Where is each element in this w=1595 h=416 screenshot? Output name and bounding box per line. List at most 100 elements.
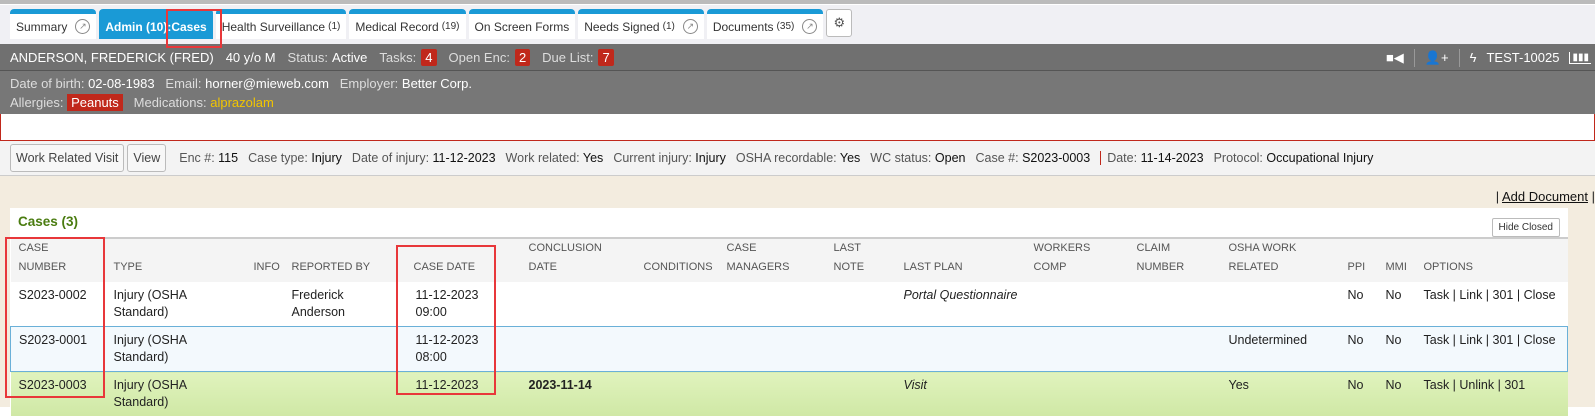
tasks-badge[interactable]: 4 <box>421 49 436 66</box>
patient-header: ANDERSON, FREDERICK (FRED) 40 y/o M Stat… <box>0 44 1595 71</box>
column-header[interactable]: CONCLUSION DATE <box>521 238 636 282</box>
encounter-field: Date: 11-14-2023 <box>1100 151 1203 165</box>
column-header[interactable]: OSHA WORK RELATED <box>1221 238 1346 282</box>
table-cell <box>521 327 636 372</box>
top-border <box>0 0 1595 4</box>
column-header[interactable]: WORKERS COMP <box>1026 238 1129 282</box>
field-value: Injury <box>311 151 342 165</box>
patient-id: TEST-10025 <box>1486 50 1559 65</box>
due-list-badge[interactable]: 7 <box>598 49 613 66</box>
annotation-highlight <box>5 237 105 398</box>
add-user-icon[interactable]: 👤+ <box>1425 50 1449 66</box>
field-value: Yes <box>840 151 860 165</box>
table-cell: Undetermined <box>1221 327 1346 372</box>
table-cell <box>246 327 284 372</box>
field-label: Date of injury: <box>352 151 429 165</box>
column-header[interactable]: MMI <box>1384 238 1416 282</box>
table-cell <box>826 372 896 416</box>
video-camera-icon[interactable]: ■◀ <box>1386 50 1404 66</box>
tab-documents[interactable]: Documents(35) ↗ <box>707 9 824 39</box>
table-cell <box>521 282 636 327</box>
status-label: Status: <box>288 50 328 65</box>
tab-needs-signed[interactable]: Needs Signed(1)↗ <box>578 9 704 39</box>
table-cell <box>826 327 896 372</box>
table-cell: Injury (OSHA Standard) <box>106 327 246 372</box>
field-label: Protocol: <box>1214 151 1263 165</box>
field-value: Yes <box>583 151 603 165</box>
divider <box>1414 49 1415 67</box>
tasks-label: Tasks: <box>379 50 416 65</box>
field-label: WC status: <box>870 151 931 165</box>
table-cell <box>1129 282 1221 327</box>
column-header[interactable]: CASE MANAGERS <box>719 238 826 282</box>
popout-icon[interactable]: ↗ <box>683 19 698 34</box>
popout-icon[interactable]: ↗ <box>75 19 90 34</box>
add-document-area: | Add Document | <box>1496 189 1595 204</box>
patient-name[interactable]: ANDERSON, FREDERICK (FRED) <box>10 50 214 65</box>
field-value: 11-12-2023 <box>433 151 496 165</box>
chart-icon[interactable]: ▮▮▮ <box>1569 52 1591 64</box>
table-cell[interactable]: Task | Unlink | 301 <box>1416 372 1568 416</box>
column-header[interactable]: TYPE <box>106 238 246 282</box>
tab-on-screen-forms[interactable]: On Screen Forms <box>469 9 576 39</box>
table-cell: Visit <box>896 372 1026 416</box>
tab-label: Medical Record <box>355 20 438 34</box>
add-document-link[interactable]: Add Document <box>1502 189 1588 204</box>
table-cell <box>1129 372 1221 416</box>
encounter-field: Case #: S2023-0003 <box>975 151 1090 165</box>
column-header[interactable]: OPTIONS <box>1416 238 1568 282</box>
tab-count: (1) <box>663 21 675 32</box>
field-label: OSHA recordable: <box>736 151 837 165</box>
field-value: 11-14-2023 <box>1141 151 1204 165</box>
lightning-icon[interactable]: ϟ <box>1470 50 1477 65</box>
encounter-field: Enc #: 115 <box>179 151 238 165</box>
tab-summary[interactable]: Summary ↗ <box>10 9 96 39</box>
tab-count: (35) <box>777 21 795 32</box>
tab-health-surveillance[interactable]: Health Surveillance(1) <box>216 9 347 39</box>
table-cell <box>1129 327 1221 372</box>
encounter-field: WC status: Open <box>870 151 965 165</box>
allergies-label: Allergies: <box>10 95 63 110</box>
column-header[interactable]: REPORTED BY <box>284 238 406 282</box>
email-value: horner@mieweb.com <box>205 76 329 91</box>
column-header[interactable]: LAST PLAN <box>896 238 1026 282</box>
work-related-visit-button[interactable]: Work Related Visit <box>10 144 124 172</box>
tab-medical-record[interactable]: Medical Record(19) <box>349 9 465 39</box>
allergy-badge: Peanuts <box>67 94 123 111</box>
open-enc-label: Open Enc: <box>449 50 510 65</box>
table-cell <box>826 282 896 327</box>
settings-gear-icon[interactable]: ⚙ <box>826 9 852 37</box>
open-enc-badge[interactable]: 2 <box>515 49 530 66</box>
table-cell <box>1026 327 1129 372</box>
field-label: Case #: <box>975 151 1018 165</box>
field-label: Enc #: <box>179 151 214 165</box>
table-cell[interactable]: Task | Link | 301 | Close <box>1416 282 1568 327</box>
tab-label: Summary <box>16 20 67 34</box>
tab-count: (1) <box>328 21 340 32</box>
column-header[interactable]: LAST NOTE <box>826 238 896 282</box>
popout-icon[interactable]: ↗ <box>802 19 817 34</box>
tab-label: Documents <box>713 20 774 34</box>
field-value: Occupational Injury <box>1266 151 1373 165</box>
table-cell[interactable]: Task | Link | 301 | Close <box>1416 327 1568 372</box>
table-cell: Portal Questionnaire <box>896 282 1026 327</box>
table-cell <box>636 372 719 416</box>
hide-closed-button[interactable]: Hide Closed <box>1492 218 1560 237</box>
column-header[interactable]: INFO <box>246 238 284 282</box>
encounter-field: Current injury: Injury <box>613 151 726 165</box>
table-cell: No <box>1384 372 1416 416</box>
view-button[interactable]: View <box>127 144 166 172</box>
patient-info: Date of birth: 02-08-1983 Email: horner@… <box>0 71 1595 114</box>
column-header[interactable]: CONDITIONS <box>636 238 719 282</box>
table-cell: No <box>1346 372 1384 416</box>
tab-label: Health Surveillance <box>222 20 325 34</box>
column-header[interactable]: PPI <box>1346 238 1384 282</box>
table-cell <box>284 327 406 372</box>
encounter-field: Date of injury: 11-12-2023 <box>352 151 496 165</box>
table-cell <box>1026 372 1129 416</box>
column-header[interactable]: CLAIM NUMBER <box>1129 238 1221 282</box>
